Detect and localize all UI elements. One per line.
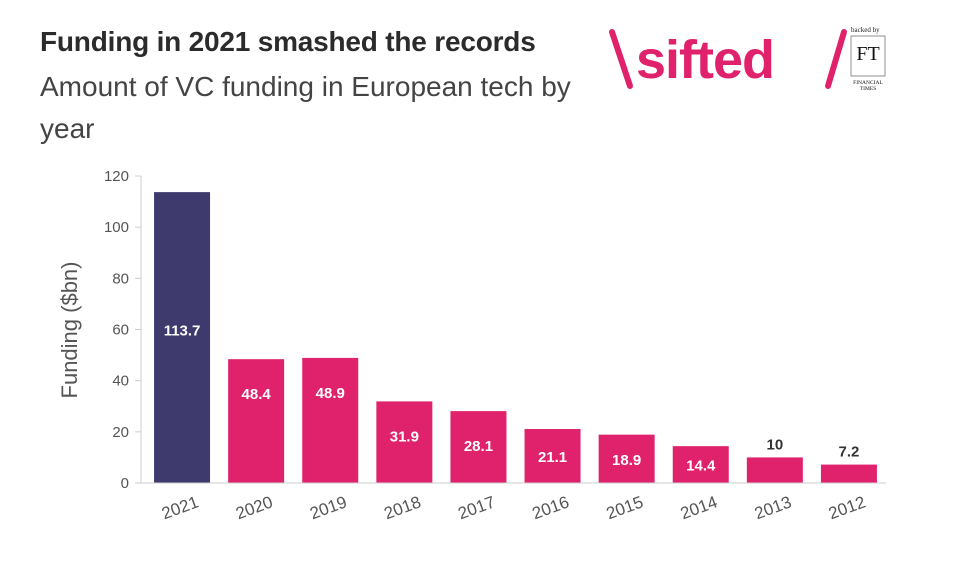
data-label-2017: 28.1 — [464, 438, 493, 455]
x-tick-label-2015: 2015 — [604, 492, 646, 523]
x-tick-label-2013: 2013 — [752, 492, 794, 523]
logo-backslash — [609, 29, 633, 89]
chart-title: Funding in 2021 smashed the records — [40, 26, 536, 57]
ft-mark: FT — [856, 43, 879, 65]
y-tick-label: 100 — [104, 219, 129, 236]
x-tick-label-2012: 2012 — [826, 492, 868, 523]
x-tick-label-2014: 2014 — [678, 492, 720, 523]
ft-name-line2: TIMES — [860, 86, 877, 92]
data-label-2020: 48.4 — [242, 386, 272, 403]
x-tick-label-2017: 2017 — [456, 492, 498, 523]
ft-name-line1: FINANCIAL — [853, 80, 883, 86]
y-axis-title: Funding ($bn) — [57, 262, 82, 399]
sifted-ft-logo: sifted backed by FT FINANCIAL TIMES — [609, 26, 886, 92]
y-tick-label: 60 — [112, 322, 129, 339]
bar-2012 — [820, 464, 877, 483]
bars: 113.7 48.4 48.9 31.9 28.1 21.1 18.9 14.4 10 7.2 — [154, 192, 877, 483]
x-tick-label-2021: 2021 — [159, 492, 201, 523]
data-label-2019: 48.9 — [316, 385, 345, 402]
bar-2017 — [450, 411, 507, 483]
data-label-2013: 10 — [767, 436, 784, 453]
logo-backed-by: backed by — [851, 26, 880, 34]
x-tick-label-2016: 2016 — [530, 492, 572, 523]
y-tick-label: 120 — [104, 168, 129, 185]
ft-square — [850, 35, 886, 77]
bar-2018 — [376, 401, 433, 483]
y-tick-label: 0 — [121, 475, 129, 492]
x-tick-label-2018: 2018 — [381, 492, 423, 523]
x-axis: 2021 2020 2019 2018 2017 2016 2015 2014 2013 2012 — [141, 482, 886, 523]
y-tick-label: 20 — [112, 424, 129, 441]
x-tick-label-2019: 2019 — [307, 492, 349, 523]
bar-2014 — [672, 446, 729, 483]
data-label-2016: 21.1 — [538, 449, 567, 466]
data-label-2012: 7.2 — [839, 444, 860, 461]
bar-2020 — [228, 359, 285, 483]
data-label-2015: 18.9 — [612, 452, 641, 469]
y-tick-label: 40 — [112, 373, 129, 390]
y-axis: 0 20 40 60 80 100 120 — [104, 168, 142, 492]
data-label-2021: 113.7 — [164, 323, 201, 340]
bar-2015 — [598, 434, 655, 483]
bar-2016 — [524, 429, 581, 483]
x-tick-label-2020: 2020 — [233, 492, 275, 523]
bar-2021 — [154, 192, 211, 483]
bar-2019 — [302, 357, 359, 483]
logo-brand-text: sifted — [636, 30, 774, 90]
chart-subtitle: Amount of VC funding in European tech by… — [40, 71, 571, 144]
data-label-2014: 14.4 — [686, 458, 716, 475]
bar-2013 — [746, 457, 803, 483]
y-tick-label: 80 — [112, 270, 129, 287]
logo-slash — [825, 29, 847, 89]
data-label-2018: 31.9 — [390, 428, 419, 445]
